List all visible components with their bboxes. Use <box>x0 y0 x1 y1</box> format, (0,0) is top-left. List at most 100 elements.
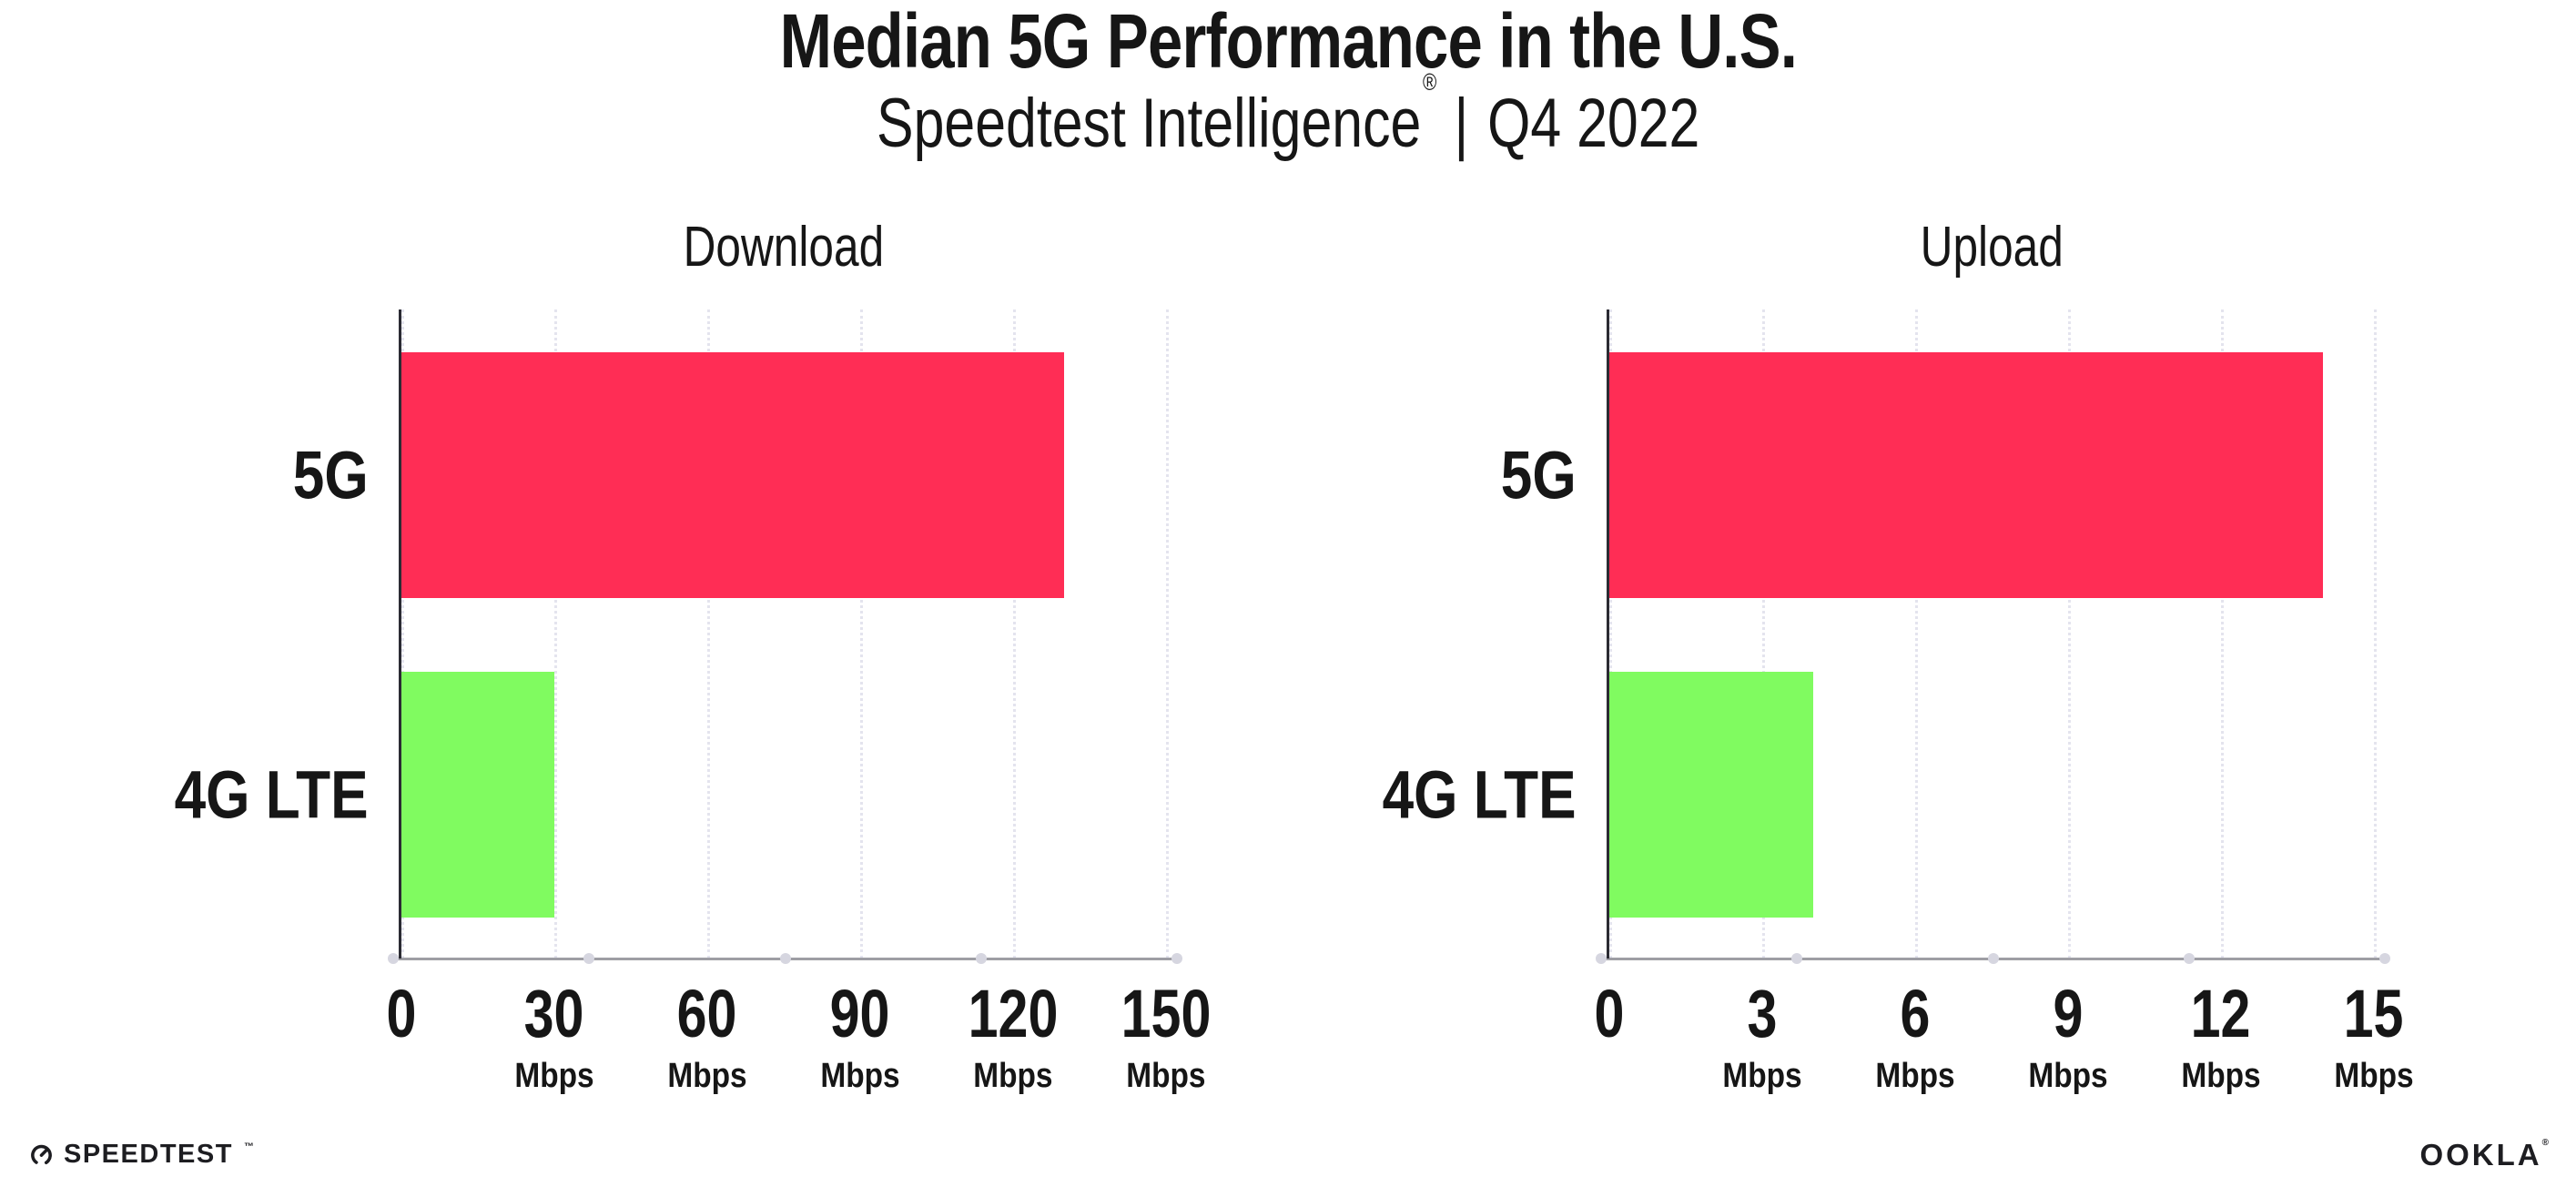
category-label-text: 5G <box>1501 437 1577 513</box>
category-label-4g-lte: 4G LTE <box>137 756 369 834</box>
x-tick-unit-text: Mbps <box>514 1057 594 1095</box>
subtitle-brand: Speedtest Intelligence <box>876 85 1422 162</box>
gridline-15 <box>2374 309 2377 959</box>
x-tick-value: 0 <box>382 980 420 1048</box>
upload-chart: Upload 5G 4G LTE 0 3 Mbps 6 Mbps 9 Mbps 12 Mbps 15 Mb… <box>1383 216 2414 1093</box>
x-tick-value-text: 15 <box>2344 976 2404 1051</box>
chart-title-text: Upload <box>1920 216 2064 279</box>
chart-title-upload: Upload <box>1609 215 2374 279</box>
bar-5g-download <box>401 352 1064 598</box>
x-tick-unit: Mbps <box>1717 1059 1807 1093</box>
x-tick-unit: Mbps <box>2328 1059 2419 1093</box>
x-tick-15: 15 Mbps <box>2328 980 2419 1094</box>
x-tick-unit-text: Mbps <box>1126 1057 1206 1095</box>
speedtest-logo: SPEEDTEST ™ <box>29 1140 254 1169</box>
x-tick-unit-text: Mbps <box>820 1057 900 1095</box>
x-tick-unit: Mbps <box>2175 1059 2266 1093</box>
x-tick-unit-text: Mbps <box>667 1057 747 1095</box>
gridline-0 <box>401 309 404 959</box>
x-tick-9: 9 Mbps <box>2023 980 2113 1094</box>
gridline-30 <box>554 309 557 959</box>
gridline-9 <box>2068 309 2071 959</box>
trademark-mark: ™ <box>243 1141 254 1152</box>
page-title-text: Median 5G Performance in the U.S. <box>779 0 1797 84</box>
bar-4g-lte-upload <box>1609 672 1813 918</box>
subtitle-text: Speedtest Intelligence® | Q4 2022 <box>876 68 1700 162</box>
ookla-logo: OOKLA ® <box>2419 1138 2549 1172</box>
x-tick-unit: Mbps <box>1110 1059 1222 1093</box>
x-tick-0: 0 <box>382 980 420 1048</box>
x-tick-value: 9 <box>2023 980 2113 1048</box>
axis-dot <box>583 953 595 964</box>
x-tick-value: 3 <box>1717 980 1807 1048</box>
x-tick-value: 15 <box>2328 980 2419 1048</box>
x-tick-unit: Mbps <box>815 1059 905 1093</box>
x-tick-value-text: 60 <box>677 976 737 1051</box>
axis-dot <box>2183 953 2195 964</box>
speedtest-wordmark: SPEEDTEST <box>64 1140 233 1169</box>
x-tick-unit-text: Mbps <box>2028 1057 2108 1095</box>
x-tick-value-text: 12 <box>2191 976 2251 1051</box>
registered-mark: ® <box>2541 1138 2549 1148</box>
x-tick-value: 150 <box>1110 980 1222 1048</box>
gridline-12 <box>2221 309 2224 959</box>
bar-5g-upload <box>1609 352 2323 598</box>
x-tick-unit-text: Mbps <box>973 1057 1053 1095</box>
x-tick-value: 6 <box>1870 980 1960 1048</box>
x-tick-value: 120 <box>957 980 1069 1048</box>
axis-dot <box>388 953 399 964</box>
x-tick-120: 120 Mbps <box>957 980 1069 1094</box>
category-label-text: 4G LTE <box>1383 756 1577 833</box>
category-label-5g: 5G <box>279 437 369 514</box>
x-tick-value-text: 9 <box>2053 976 2084 1051</box>
x-tick-90: 90 Mbps <box>815 980 905 1094</box>
x-tick-value-text: 0 <box>1594 976 1625 1051</box>
speedtest-gauge-icon <box>31 1144 52 1166</box>
x-tick-value: 12 <box>2175 980 2266 1048</box>
x-tick-value-text: 0 <box>386 976 417 1051</box>
x-tick-0: 0 <box>1590 980 1628 1048</box>
x-tick-value-text: 120 <box>968 976 1059 1051</box>
chart-title-text: Download <box>683 216 885 279</box>
page-title: Median 5G Performance in the U.S. <box>0 0 2576 83</box>
axis-dot <box>1791 953 1803 964</box>
x-tick-unit: Mbps <box>2023 1059 2113 1093</box>
axis-dot <box>1171 953 1182 964</box>
gridline-120 <box>1013 309 1016 959</box>
y-axis <box>399 309 401 959</box>
x-tick-unit: Mbps <box>957 1059 1069 1093</box>
axis-dot <box>1987 953 1999 964</box>
category-label-text: 4G LTE <box>175 756 369 833</box>
axis-dot <box>1596 953 1607 964</box>
x-axis <box>1596 953 2390 964</box>
x-tick-value: 60 <box>662 980 752 1048</box>
x-tick-unit: Mbps <box>509 1059 599 1093</box>
subtitle-separator: | <box>1454 85 1469 162</box>
registered-mark: ® <box>1422 67 1437 96</box>
bar-4g-lte-download <box>401 672 554 918</box>
subtitle-period: Q4 2022 <box>1486 85 1700 162</box>
category-label-text: 5G <box>293 437 369 513</box>
x-tick-60: 60 Mbps <box>662 980 752 1095</box>
ookla-wordmark: OOKLA <box>2419 1138 2542 1172</box>
x-tick-value-text: 3 <box>1747 976 1778 1051</box>
y-axis <box>1607 309 1609 959</box>
category-label-4g-lte: 4G LTE <box>1345 756 1577 834</box>
gridline-3 <box>1762 309 1765 959</box>
x-tick-unit-text: Mbps <box>1875 1057 1955 1095</box>
x-tick-value: 30 <box>509 980 599 1048</box>
x-tick-value-text: 30 <box>524 976 584 1051</box>
x-tick-value-text: 90 <box>830 976 890 1051</box>
x-tick-value: 0 <box>1590 980 1628 1048</box>
x-tick-150: 150 Mbps <box>1110 980 1222 1094</box>
x-tick-30: 30 Mbps <box>509 980 599 1094</box>
x-tick-value-text: 6 <box>1900 976 1931 1051</box>
axis-dot <box>779 953 791 964</box>
x-tick-12: 12 Mbps <box>2175 980 2266 1094</box>
gridline-6 <box>1915 309 1918 959</box>
x-tick-unit-text: Mbps <box>1722 1057 1802 1095</box>
page-subtitle: Speedtest Intelligence® | Q4 2022 <box>0 68 2576 162</box>
x-tick-3: 3 Mbps <box>1717 980 1807 1094</box>
x-tick-value: 90 <box>815 980 905 1048</box>
